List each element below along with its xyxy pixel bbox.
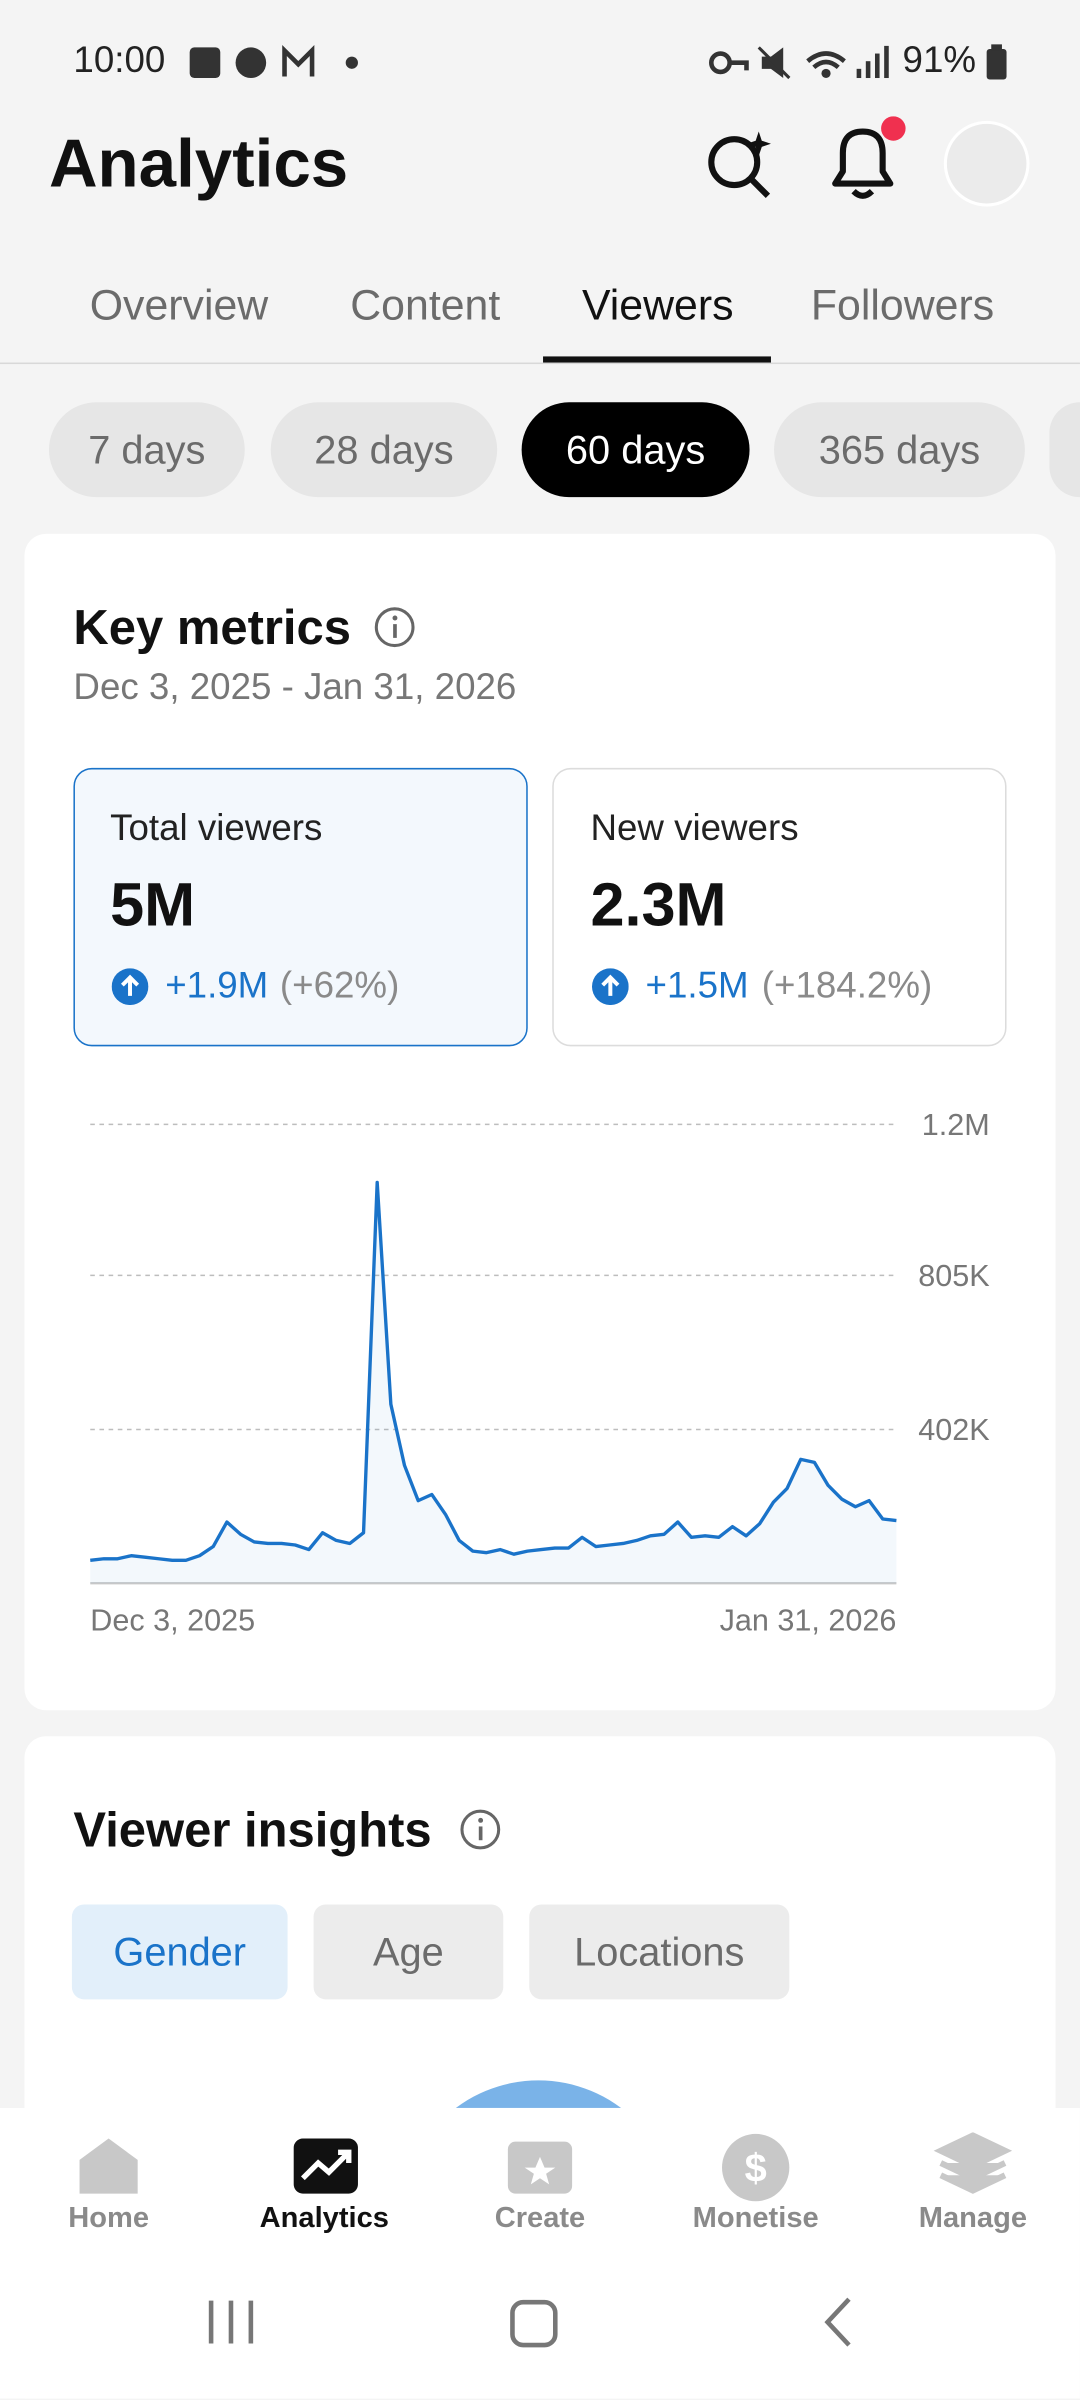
nav-icons: $ [79, 2132, 1013, 2202]
status-time: 10:00 [73, 39, 166, 82]
info-icon[interactable] [459, 1808, 502, 1851]
metric-value: 2.3M [590, 871, 727, 940]
metric-change-pct: (+62%) [279, 965, 400, 1007]
battery-level: 91% [902, 39, 977, 82]
section-title: Viewer insights [73, 1801, 432, 1858]
area [90, 1182, 897, 1584]
info-icon[interactable] [373, 606, 416, 649]
viewers-chart: 402K 805K 1.2M Dec 3, 2025 Jan 31, 2026 [90, 1108, 990, 1638]
x-tick-label: Dec 3, 2025 [90, 1604, 255, 1638]
nav-item[interactable]: Monetise [692, 2202, 819, 2235]
x-tick-label: Jan 31, 2026 [720, 1604, 897, 1638]
y-tick-label: 1.2M [922, 1108, 990, 1142]
metric-value: 5M [110, 871, 196, 940]
notifications-button[interactable] [820, 116, 912, 202]
tab[interactable]: Followers [810, 281, 995, 329]
tab-indicator [543, 356, 771, 363]
avatar[interactable] [943, 120, 1030, 207]
nav-item[interactable]: Home [68, 2202, 149, 2235]
battery-icon [986, 44, 1007, 80]
metric-label: New viewers [590, 807, 799, 849]
insight-tab[interactable]: Locations [529, 1904, 790, 2000]
date-range: Dec 3, 2025 - Jan 31, 2026 [73, 666, 517, 709]
nav-item[interactable]: Create [494, 2202, 586, 2235]
status-icons-right [709, 45, 889, 80]
period-chip[interactable]: 7 days [48, 402, 245, 498]
period-chip[interactable]: 365 days [774, 402, 1025, 498]
key-metrics-card [24, 533, 1056, 1711]
metric-change: +1.9M [165, 965, 269, 1007]
search-button[interactable] [701, 125, 777, 201]
tab[interactable]: Content [350, 281, 501, 329]
metric-card-selected[interactable] [73, 767, 528, 1047]
tab-active[interactable]: Viewers [581, 281, 734, 329]
line [90, 1180, 897, 1562]
nav-item[interactable]: Manage [918, 2202, 1028, 2235]
metric-label: Total viewers [110, 807, 323, 849]
svg-text:$: $ [745, 2146, 767, 2190]
period-chip-active[interactable]: 60 days [521, 402, 750, 498]
system-nav [208, 2297, 851, 2348]
status-icons [189, 44, 358, 79]
section-title: Key metrics [73, 599, 351, 655]
tab-divider [0, 362, 1080, 365]
insight-tab[interactable]: Age [313, 1904, 504, 2000]
y-tick-label: 402K [918, 1413, 990, 1447]
period-chip[interactable]: 28 days [270, 402, 498, 498]
metric-change: +1.5M [645, 965, 749, 1007]
tab[interactable]: Overview [89, 281, 269, 329]
period-chip-partial [1049, 402, 1080, 498]
page-title: Analytics [48, 126, 349, 202]
up-arrow-icon [111, 968, 149, 1006]
insight-tab-active[interactable]: Gender [71, 1904, 288, 2000]
up-arrow-icon [591, 968, 629, 1006]
nav-item-active[interactable]: Analytics [259, 2202, 389, 2235]
y-tick-label: 805K [918, 1259, 990, 1293]
metric-change-pct: (+184.2%) [761, 965, 933, 1007]
metric-card[interactable] [552, 767, 1007, 1047]
